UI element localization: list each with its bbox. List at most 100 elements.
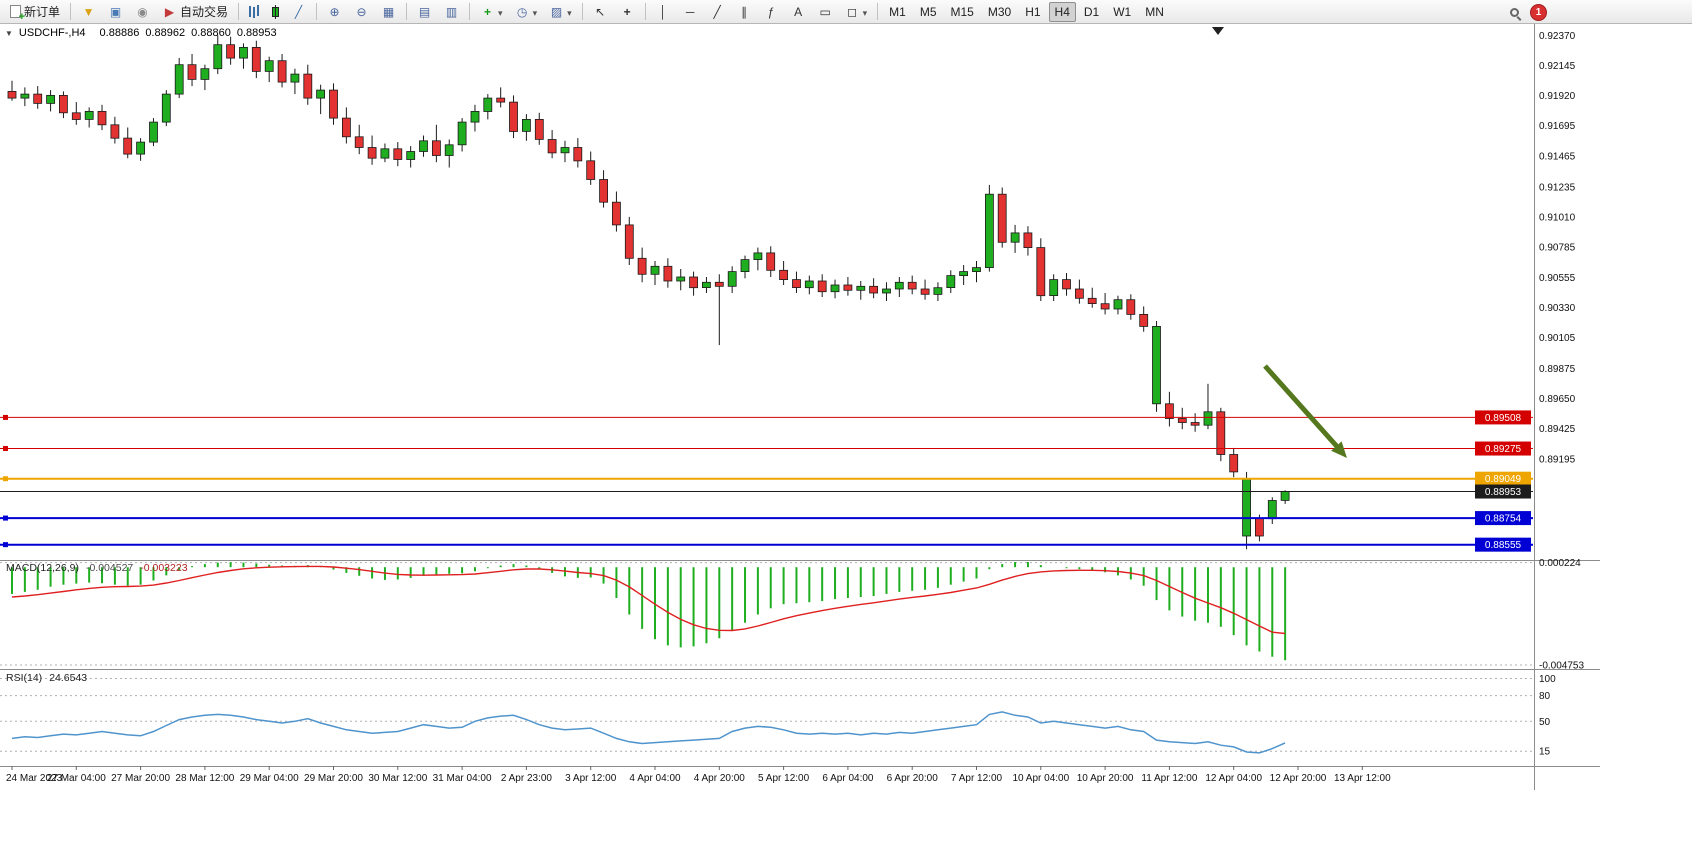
candle-body <box>200 68 210 80</box>
candle-body <box>444 144 454 156</box>
timeframe-m30-button[interactable]: M30 <box>982 2 1017 22</box>
arrange-windows-button[interactable]: ▥ <box>439 2 464 22</box>
zoom-out-button[interactable]: ⊖ <box>349 2 374 22</box>
vertical-line-button[interactable]: │ <box>651 2 676 22</box>
candlesticks <box>7 35 1290 550</box>
timeframe-mn-button[interactable]: MN <box>1139 2 1170 22</box>
time-tick-label: 28 Mar 12:00 <box>175 773 234 784</box>
candle-body <box>290 73 300 83</box>
equidistant-channel-button[interactable]: ∥ <box>732 2 757 22</box>
periods-button[interactable]: ◷ <box>510 2 543 22</box>
chevron-down-icon <box>863 5 868 19</box>
candle-body <box>110 124 120 139</box>
chart-title: USDCHF-,H4 0.88886 0.88962 0.88860 0.889… <box>5 27 277 39</box>
timeframe-h1-button[interactable]: H1 <box>1019 2 1046 22</box>
price-tick-label: 0.91695 <box>1539 121 1576 132</box>
time-tick-label: 4 Apr 20:00 <box>694 773 746 784</box>
candle-body <box>856 285 866 291</box>
hline-anchor[interactable] <box>3 446 8 452</box>
macd-label: MACD(12,26,9) -0.004527 -0.003223 <box>6 562 188 574</box>
arrow-head <box>1331 441 1347 458</box>
timeframe-w1-button[interactable]: W1 <box>1107 2 1137 22</box>
crosshair-button[interactable]: + <box>615 2 640 22</box>
price-flag <box>1475 410 1531 425</box>
price-axis[interactable]: 0.92370 0.92145 0.91920 0.91695 0.91465 0.912… <box>1539 31 1576 466</box>
new-order-button[interactable]: 新订单 <box>5 2 65 23</box>
trendline-button[interactable]: ╱ <box>705 2 730 22</box>
candle-body <box>1087 297 1097 304</box>
candle-body <box>213 44 223 70</box>
search-icon[interactable] <box>1510 7 1519 17</box>
bar-chart-button[interactable] <box>244 2 265 22</box>
arrow-object[interactable] <box>1263 364 1352 463</box>
time-tick-label: 29 Mar 20:00 <box>304 773 363 784</box>
chart-shift-marker[interactable] <box>1212 27 1224 35</box>
tile-icon: ▦ <box>382 4 395 19</box>
hline-anchor[interactable] <box>3 476 8 482</box>
time-tick-label: 30 Mar 12:00 <box>368 773 427 784</box>
candle-body <box>509 101 518 132</box>
text-button[interactable]: A <box>786 2 811 22</box>
candle-body <box>959 271 968 277</box>
shapes-button[interactable]: ◻ <box>840 2 873 22</box>
candlestick-chart-button[interactable] <box>267 2 284 22</box>
timeframe-m5-button[interactable]: M5 <box>914 2 943 22</box>
time-tick-label: 12 Apr 20:00 <box>1270 773 1327 784</box>
horizontal-line-button[interactable]: ─ <box>678 2 703 22</box>
candle-body <box>303 73 313 99</box>
ohlc-high: 0.88962 <box>145 27 186 39</box>
candle-body <box>1255 518 1264 537</box>
hline-anchor[interactable] <box>3 414 8 420</box>
metaeditor-button[interactable]: ▣ <box>103 2 128 22</box>
toolbar: 新订单 ▼ ▣ ◉ ▶ 自动交易 ╱ ⊕ ⊖ ▦ ▤ ▥ + ◷ ▨ ↖ + │ ─ ╱ ∥ ƒ A ▭ ◻ M1 M5 M15 M30… <box>0 0 1692 24</box>
candle-body <box>534 119 544 140</box>
price-flag-label: 0.89049 <box>1485 474 1522 485</box>
tile-windows-button[interactable]: ▦ <box>376 2 401 22</box>
rsi-panel: 100 80 50 15 <box>0 674 1556 758</box>
candle-body <box>393 148 403 160</box>
candle-body <box>71 112 81 120</box>
text-label-button[interactable]: ▭ <box>813 2 838 22</box>
autotrading-button[interactable]: ▶ 自动交易 <box>157 2 233 22</box>
candle-body <box>97 111 107 126</box>
symbol-period-label: USDCHF-,H4 <box>18 27 86 39</box>
templates-button[interactable]: ▨ <box>544 2 577 22</box>
indicators-icon: + <box>484 4 492 19</box>
candle-body <box>560 147 570 154</box>
community-button[interactable]: ◉ <box>130 2 155 22</box>
time-tick-label: 5 Apr 12:00 <box>758 773 810 784</box>
one-click-collapse-icon[interactable] <box>5 27 13 39</box>
open-chart-button[interactable]: ▼ <box>76 2 101 22</box>
toolbar-separator <box>581 3 583 20</box>
cascade-windows-button[interactable]: ▤ <box>412 2 437 22</box>
toolbar-separator <box>406 3 408 20</box>
chevron-down-icon <box>498 5 503 19</box>
timeframe-h4-button[interactable]: H4 <box>1048 1 1076 22</box>
candle-body <box>972 267 981 273</box>
timeframe-m15-button[interactable]: M15 <box>945 2 980 22</box>
fibonacci-button[interactable]: ƒ <box>759 2 784 22</box>
candle-body <box>380 148 390 159</box>
price-tick-label: 0.89875 <box>1539 364 1576 375</box>
cursor-button[interactable]: ↖ <box>588 2 613 22</box>
line-chart-button[interactable]: ╱ <box>286 2 311 22</box>
price-tick-label: 0.92145 <box>1539 61 1576 72</box>
rsi-line <box>11 711 1286 754</box>
hline-anchor[interactable] <box>3 515 8 521</box>
hline-anchor[interactable] <box>3 542 8 548</box>
candle-body <box>612 201 621 226</box>
indicators-button[interactable]: + <box>475 2 508 22</box>
chart-background[interactable] <box>0 24 1692 850</box>
timeframe-d1-button[interactable]: D1 <box>1078 2 1105 22</box>
timeframe-m1-button[interactable]: M1 <box>883 2 912 22</box>
candle-body <box>907 281 917 290</box>
notification-badge[interactable]: 1 <box>1530 3 1547 21</box>
autotrading-button-label: 自动交易 <box>180 5 229 19</box>
toolbar-right: 1 <box>1510 0 1547 24</box>
zoom-in-button[interactable]: ⊕ <box>322 2 347 22</box>
rsi-axis-label: 50 <box>1539 717 1551 728</box>
candle-body <box>1203 411 1213 426</box>
zoom-out-icon: ⊖ <box>356 4 367 19</box>
